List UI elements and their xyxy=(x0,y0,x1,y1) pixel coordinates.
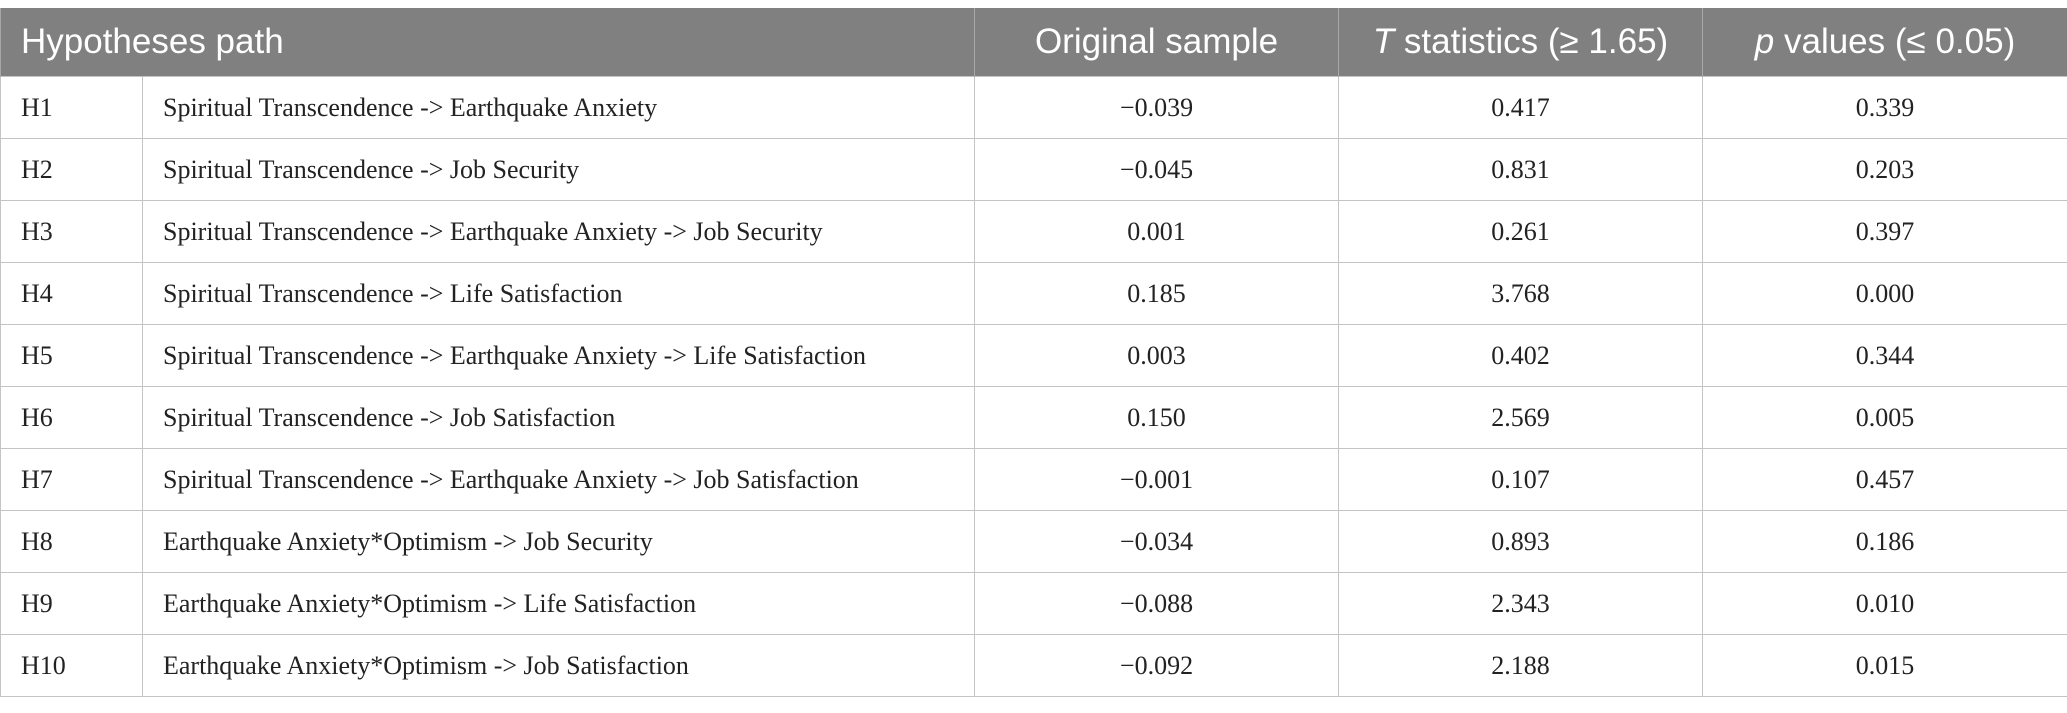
hypothesis-path: Spiritual Transcendence -> Job Satisfact… xyxy=(143,387,975,449)
header-p-symbol: p xyxy=(1755,22,1774,61)
original-sample-value: 0.185 xyxy=(975,263,1339,325)
p-value: 0.186 xyxy=(1703,511,2067,573)
original-sample-value: −0.034 xyxy=(975,511,1339,573)
hypothesis-path: Spiritual Transcendence -> Earthquake An… xyxy=(143,449,975,511)
original-sample-value: 0.001 xyxy=(975,201,1339,263)
hypothesis-path: Spiritual Transcendence -> Life Satisfac… xyxy=(143,263,975,325)
original-sample-value: −0.045 xyxy=(975,139,1339,201)
p-value: 0.015 xyxy=(1703,635,2067,697)
hypothesis-path: Spiritual Transcendence -> Earthquake An… xyxy=(143,77,975,139)
t-statistic-value: 2.188 xyxy=(1339,635,1703,697)
original-sample-value: −0.092 xyxy=(975,635,1339,697)
t-statistic-value: 3.768 xyxy=(1339,263,1703,325)
original-sample-value: 0.150 xyxy=(975,387,1339,449)
header-hypotheses-path: Hypotheses path xyxy=(1,8,975,77)
table-row: H7 Spiritual Transcendence -> Earthquake … xyxy=(1,449,2067,511)
table-row: H1 Spiritual Transcendence -> Earthquake … xyxy=(1,77,2067,139)
table-row: H8 Earthquake Anxiety*Optimism -> Job Sec… xyxy=(1,511,2067,573)
p-value: 0.203 xyxy=(1703,139,2067,201)
original-sample-value: 0.003 xyxy=(975,325,1339,387)
p-value: 0.339 xyxy=(1703,77,2067,139)
table-row: H9 Earthquake Anxiety*Optimism -> Life Sa… xyxy=(1,573,2067,635)
hypothesis-id: H3 xyxy=(1,201,143,263)
t-statistic-value: 0.831 xyxy=(1339,139,1703,201)
hypothesis-id: H4 xyxy=(1,263,143,325)
p-value: 0.010 xyxy=(1703,573,2067,635)
header-row: Hypotheses path Original sample T statis… xyxy=(1,8,2067,77)
t-statistic-value: 2.569 xyxy=(1339,387,1703,449)
table-header: Hypotheses path Original sample T statis… xyxy=(1,8,2067,77)
t-statistic-value: 0.893 xyxy=(1339,511,1703,573)
original-sample-value: −0.088 xyxy=(975,573,1339,635)
table-row: H3 Spiritual Transcendence -> Earthquake … xyxy=(1,201,2067,263)
original-sample-value: −0.039 xyxy=(975,77,1339,139)
table-row: H5 Spiritual Transcendence -> Earthquake … xyxy=(1,325,2067,387)
p-value: 0.457 xyxy=(1703,449,2067,511)
t-statistic-value: 2.343 xyxy=(1339,573,1703,635)
t-statistic-value: 0.261 xyxy=(1339,201,1703,263)
header-t-symbol: T xyxy=(1373,22,1394,61)
results-table-container: Hypotheses path Original sample T statis… xyxy=(0,8,2067,697)
hypothesis-id: H9 xyxy=(1,573,143,635)
hypothesis-path: Earthquake Anxiety*Optimism -> Job Satis… xyxy=(143,635,975,697)
table-body: H1 Spiritual Transcendence -> Earthquake … xyxy=(1,77,2067,697)
p-value: 0.000 xyxy=(1703,263,2067,325)
t-statistic-value: 0.402 xyxy=(1339,325,1703,387)
table-row: H2 Spiritual Transcendence -> Job Securit… xyxy=(1,139,2067,201)
header-t-statistics-label: statistics (≥ 1.65) xyxy=(1394,22,1668,61)
header-p-values: p values (≤ 0.05) xyxy=(1703,8,2067,77)
hypothesis-id: H2 xyxy=(1,139,143,201)
hypothesis-id: H1 xyxy=(1,77,143,139)
header-p-values-label: values (≤ 0.05) xyxy=(1774,22,2015,61)
hypothesis-path: Earthquake Anxiety*Optimism -> Job Secur… xyxy=(143,511,975,573)
hypothesis-path: Spiritual Transcendence -> Job Security xyxy=(143,139,975,201)
hypothesis-path: Earthquake Anxiety*Optimism -> Life Sati… xyxy=(143,573,975,635)
table-row: H6 Spiritual Transcendence -> Job Satisfa… xyxy=(1,387,2067,449)
t-statistic-value: 0.417 xyxy=(1339,77,1703,139)
hypothesis-id: H7 xyxy=(1,449,143,511)
hypothesis-id: H8 xyxy=(1,511,143,573)
hypothesis-path: Spiritual Transcendence -> Earthquake An… xyxy=(143,201,975,263)
original-sample-value: −0.001 xyxy=(975,449,1339,511)
p-value: 0.397 xyxy=(1703,201,2067,263)
t-statistic-value: 0.107 xyxy=(1339,449,1703,511)
p-value: 0.005 xyxy=(1703,387,2067,449)
hypotheses-results-table: Hypotheses path Original sample T statis… xyxy=(0,8,2067,697)
hypothesis-id: H5 xyxy=(1,325,143,387)
header-original-sample: Original sample xyxy=(975,8,1339,77)
hypothesis-id: H10 xyxy=(1,635,143,697)
header-t-statistics: T statistics (≥ 1.65) xyxy=(1339,8,1703,77)
hypothesis-id: H6 xyxy=(1,387,143,449)
p-value: 0.344 xyxy=(1703,325,2067,387)
table-row: H10 Earthquake Anxiety*Optimism -> Job Sa… xyxy=(1,635,2067,697)
hypothesis-path: Spiritual Transcendence -> Earthquake An… xyxy=(143,325,975,387)
table-row: H4 Spiritual Transcendence -> Life Satisf… xyxy=(1,263,2067,325)
